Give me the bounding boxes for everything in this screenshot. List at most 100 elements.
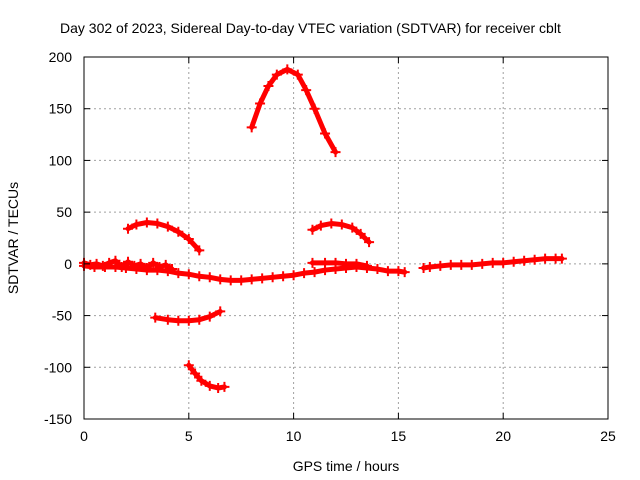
- data-point: [194, 245, 205, 256]
- data-point: [278, 271, 289, 282]
- series-trace: [249, 66, 339, 155]
- series-arc-D: [246, 64, 341, 158]
- data-point: [173, 268, 184, 279]
- y-tick-label: -50: [52, 308, 72, 324]
- series-early-ripple: [79, 255, 178, 275]
- data-point: [141, 217, 152, 228]
- data-point: [196, 375, 207, 386]
- data-point: [347, 222, 358, 233]
- y-axis-label: SDTVAR / TECUs: [5, 182, 21, 294]
- plot-frame: [83, 56, 609, 420]
- y-tick-label: 150: [49, 101, 73, 117]
- series-arc-B: [150, 306, 226, 326]
- data-point: [418, 262, 429, 273]
- data-point: [183, 360, 194, 371]
- data-point: [183, 315, 194, 326]
- data-point: [123, 223, 134, 234]
- data-point: [194, 271, 205, 282]
- series-band-late: [418, 253, 567, 273]
- y-tick-label: -150: [44, 411, 72, 427]
- data-point: [288, 270, 299, 281]
- x-tick-label: 0: [80, 428, 88, 444]
- data-point: [135, 258, 146, 269]
- data-point: [282, 64, 293, 75]
- data-point: [263, 80, 274, 91]
- data-point: [399, 267, 410, 278]
- x-axis-label: GPS time / hours: [293, 458, 400, 474]
- data-point: [173, 226, 184, 237]
- y-tick-label: -100: [44, 359, 72, 375]
- x-tick-label: 5: [185, 428, 193, 444]
- data-point: [309, 267, 320, 278]
- x-tick-label: 10: [286, 428, 302, 444]
- data-point: [372, 264, 383, 275]
- data-point: [330, 147, 341, 158]
- data-point: [173, 315, 184, 326]
- data-point: [556, 253, 567, 264]
- y-tick-label: 0: [64, 256, 72, 272]
- data-point: [91, 258, 102, 269]
- x-tick-label: 20: [495, 428, 511, 444]
- data-point: [529, 254, 540, 265]
- data-point: [435, 260, 446, 271]
- data-point: [225, 275, 236, 286]
- data-point: [257, 273, 268, 284]
- y-tick-label: 100: [49, 152, 73, 168]
- data-point: [213, 382, 224, 393]
- data-point: [150, 312, 161, 323]
- data-point: [364, 237, 375, 248]
- data-point: [307, 224, 318, 235]
- data-point: [498, 257, 509, 268]
- data-point: [315, 220, 326, 231]
- data-point: [336, 219, 347, 230]
- data-point: [393, 266, 404, 277]
- chart-title: Day 302 of 2023, Sidereal Day-to-day VTE…: [60, 20, 561, 36]
- data-point: [320, 257, 331, 268]
- data-point: [148, 257, 159, 268]
- data-point: [162, 221, 173, 232]
- data-point: [301, 85, 312, 96]
- data-point: [219, 381, 230, 392]
- series-arc-A: [123, 217, 205, 256]
- data-point: [361, 260, 372, 271]
- data-point: [341, 258, 351, 269]
- data-point: [215, 306, 226, 317]
- data-point: [540, 253, 551, 264]
- data-point: [477, 258, 488, 269]
- data-point: [424, 261, 435, 272]
- x-tick-label: 15: [391, 428, 407, 444]
- data-point: [519, 255, 530, 266]
- data-point: [204, 311, 215, 322]
- data-point: [116, 261, 127, 272]
- data-point: [487, 257, 498, 268]
- data-point: [190, 368, 201, 379]
- data-point: [307, 257, 318, 268]
- data-point: [309, 103, 320, 114]
- series-arc-E: [307, 218, 375, 248]
- data-point: [123, 256, 134, 267]
- data-point: [167, 264, 178, 275]
- data-point: [110, 255, 121, 266]
- data-point: [204, 272, 215, 283]
- series-arc-C: [183, 360, 230, 393]
- data-point: [204, 380, 215, 391]
- series-arc-F: [307, 257, 372, 271]
- data-point: [97, 260, 108, 271]
- data-point: [215, 274, 226, 285]
- data-point: [183, 234, 194, 245]
- data-point: [162, 314, 173, 325]
- data-point: [246, 122, 257, 133]
- data-point: [320, 128, 331, 139]
- data-point: [154, 261, 165, 272]
- data-point: [131, 219, 142, 230]
- data-point: [355, 228, 366, 239]
- data-point: [382, 266, 393, 277]
- data-point: [85, 259, 96, 270]
- data-point: [255, 98, 266, 109]
- data-point: [141, 262, 152, 273]
- data-point: [129, 260, 140, 271]
- data-point: [236, 275, 247, 286]
- data-point: [456, 259, 467, 270]
